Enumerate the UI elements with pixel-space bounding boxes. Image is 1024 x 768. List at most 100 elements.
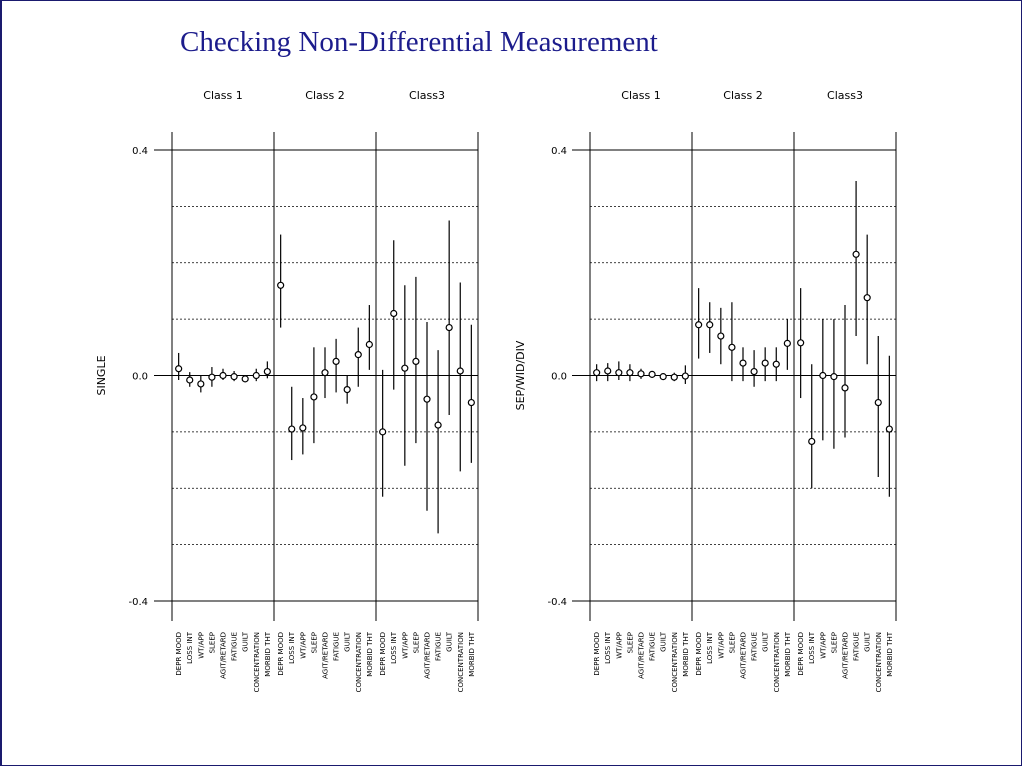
y-axis-label: SEP/WID/DIV bbox=[514, 340, 527, 410]
data-point bbox=[379, 428, 387, 436]
x-tick-label: SLEEP bbox=[310, 632, 318, 653]
data-point bbox=[772, 360, 780, 368]
data-point bbox=[321, 369, 329, 377]
panel-label: Class 1 bbox=[621, 89, 660, 102]
x-tick-label: FATIGUE bbox=[751, 632, 759, 661]
data-point bbox=[593, 369, 601, 377]
x-tick-label: MORBID THT bbox=[682, 631, 690, 676]
x-tick-label: WT/APP bbox=[299, 632, 307, 659]
x-tick-label: SLEEP bbox=[728, 632, 736, 653]
y-tick-label: 0.4 bbox=[132, 146, 148, 157]
data-point bbox=[615, 369, 623, 377]
y-tick-label: 0.4 bbox=[551, 146, 567, 157]
data-point bbox=[717, 332, 725, 340]
data-point bbox=[197, 380, 205, 388]
x-tick-label: CONCENTRATION bbox=[875, 632, 883, 692]
x-tick-label: WT/APP bbox=[197, 632, 205, 659]
page-title: Checking Non-Differential Measurement bbox=[180, 26, 658, 58]
data-point bbox=[365, 340, 373, 349]
panel-label: Class3 bbox=[409, 89, 445, 102]
data-point bbox=[186, 376, 194, 384]
x-tick-label: MORBID THT bbox=[468, 631, 476, 676]
data-point bbox=[434, 421, 442, 429]
data-point bbox=[175, 365, 183, 373]
x-tick-label: AGIT/RETARD bbox=[220, 632, 228, 679]
x-tick-label: DEPR MOOD bbox=[379, 632, 387, 676]
data-point bbox=[263, 367, 271, 376]
x-tick-label: DEPR MOOD bbox=[277, 632, 285, 676]
x-tick-label: GUILT bbox=[660, 631, 668, 652]
data-point bbox=[241, 375, 249, 383]
data-point bbox=[750, 367, 758, 376]
data-point bbox=[761, 359, 769, 367]
data-point bbox=[819, 371, 827, 380]
data-point bbox=[288, 425, 296, 433]
x-tick-label: FATIGUE bbox=[649, 632, 657, 661]
x-tick-label: FATIGUE bbox=[853, 632, 861, 661]
x-tick-label: SLEEP bbox=[412, 632, 420, 653]
data-point bbox=[343, 385, 351, 394]
data-point bbox=[412, 357, 420, 366]
x-tick-label: AGIT/RETARD bbox=[424, 632, 432, 679]
x-tick-label: MORBID THT bbox=[366, 631, 374, 676]
data-point bbox=[467, 398, 475, 407]
x-tick-label: WT/APP bbox=[717, 632, 725, 659]
panel-label: Class 2 bbox=[305, 89, 344, 102]
data-point bbox=[728, 343, 736, 351]
x-tick-label: FATIGUE bbox=[435, 632, 443, 661]
x-tick-label: GUILT bbox=[242, 631, 250, 652]
data-point bbox=[739, 359, 747, 367]
x-tick-label: DEPR MOOD bbox=[695, 632, 703, 676]
data-point bbox=[885, 425, 893, 433]
x-tick-label: AGIT/RETARD bbox=[842, 632, 850, 679]
x-tick-label: GUILT bbox=[446, 631, 454, 652]
x-tick-label: WT/APP bbox=[615, 632, 623, 659]
x-tick-label: CONCENTRATION bbox=[457, 632, 465, 692]
x-tick-label: CONCENTRATION bbox=[773, 632, 781, 692]
x-tick-label: LOSS INT bbox=[706, 631, 714, 664]
data-point bbox=[230, 373, 238, 381]
x-tick-label: DEPR MOOD bbox=[175, 632, 183, 676]
data-point bbox=[670, 373, 678, 381]
x-tick-label: FATIGUE bbox=[333, 632, 341, 661]
data-point bbox=[626, 369, 634, 377]
data-point bbox=[830, 373, 838, 381]
x-tick-label: LOSS INT bbox=[288, 631, 296, 664]
x-tick-label: DEPR MOOD bbox=[593, 632, 601, 676]
x-tick-label: AGIT/RETARD bbox=[638, 632, 646, 679]
x-tick-label: GUILT bbox=[864, 631, 872, 652]
x-tick-label: CONCENTRATION bbox=[355, 632, 363, 692]
data-point bbox=[852, 250, 860, 258]
data-point bbox=[390, 309, 398, 318]
x-tick-label: CONCENTRATION bbox=[253, 632, 261, 692]
x-tick-label: LOSS INT bbox=[604, 631, 612, 664]
data-point bbox=[354, 351, 362, 359]
data-point bbox=[797, 339, 805, 347]
x-tick-label: AGIT/RETARD bbox=[740, 632, 748, 679]
data-point bbox=[841, 384, 849, 392]
data-point bbox=[445, 323, 453, 332]
panel-label: Class 1 bbox=[203, 89, 242, 102]
data-point bbox=[277, 281, 285, 289]
data-point bbox=[808, 437, 816, 446]
x-tick-label: CONCENTRATION bbox=[671, 632, 679, 692]
data-point bbox=[681, 372, 689, 380]
data-point bbox=[252, 371, 260, 380]
data-point bbox=[783, 339, 791, 347]
data-point bbox=[659, 373, 667, 381]
y-axis-label: SINGLE bbox=[95, 355, 108, 395]
data-point bbox=[695, 321, 703, 329]
data-point bbox=[310, 393, 318, 401]
data-point bbox=[219, 371, 227, 380]
x-tick-label: GUILT bbox=[762, 631, 770, 652]
y-tick-label: -0.4 bbox=[547, 597, 567, 608]
data-point bbox=[401, 364, 409, 372]
x-tick-label: SLEEP bbox=[830, 632, 838, 653]
x-tick-label: WT/APP bbox=[401, 632, 409, 659]
y-tick-label: 0.0 bbox=[132, 372, 148, 383]
data-point bbox=[456, 367, 464, 375]
